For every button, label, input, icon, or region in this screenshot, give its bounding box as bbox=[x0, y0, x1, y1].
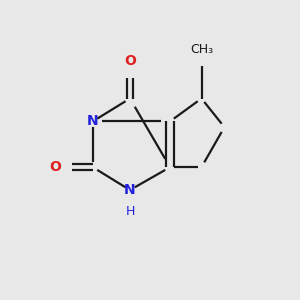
Text: CH₃: CH₃ bbox=[190, 43, 213, 56]
Text: N: N bbox=[87, 114, 99, 128]
Text: H: H bbox=[125, 205, 135, 218]
Text: N: N bbox=[124, 183, 136, 197]
Text: O: O bbox=[50, 160, 61, 174]
Text: O: O bbox=[124, 54, 136, 68]
